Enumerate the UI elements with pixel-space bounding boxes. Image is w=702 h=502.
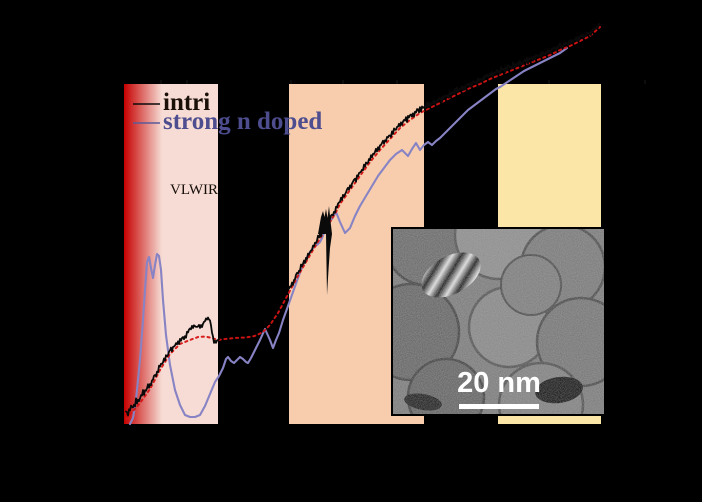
svg-text:20 nm: 20 nm [457,367,541,399]
svg-text:VLWIR: VLWIR [170,182,218,198]
svg-text:strong n doped: strong n doped [163,108,322,135]
